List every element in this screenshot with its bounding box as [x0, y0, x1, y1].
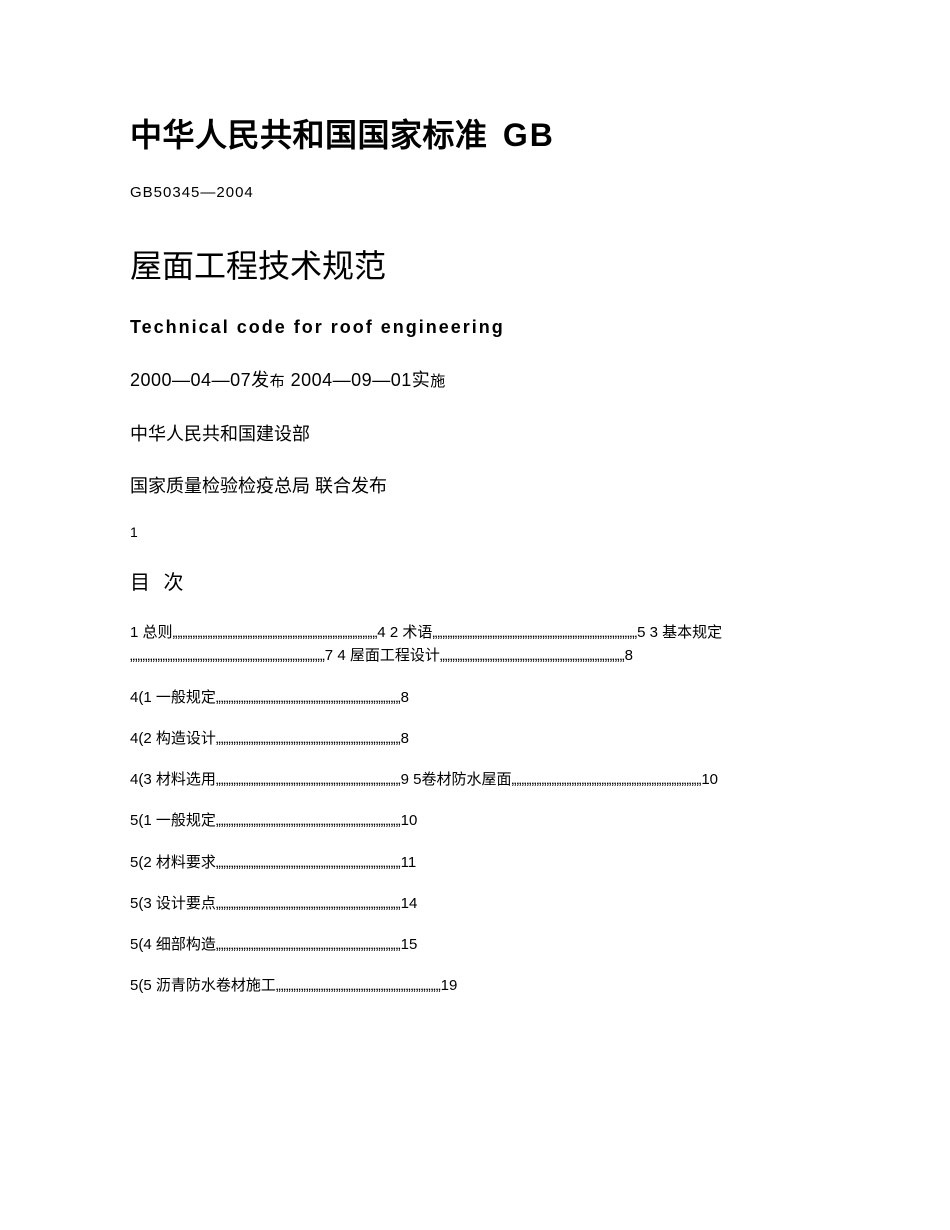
issuer-line-1: 中华人民共和国建设部 [130, 420, 820, 446]
impl-suffix-big: 实 [412, 370, 431, 390]
standard-name-en: Technical code for roof engineering [130, 317, 820, 338]
issue-suffix-small: 布 [270, 373, 286, 390]
toc-body: 1 总则„„„„„„„„„„„„„„„„„„„„„„„„„„„„„„„„„„„„… [130, 621, 820, 998]
toc-block-5: 5(1 一般规定„„„„„„„„„„„„„„„„„„„„„„„„„„„„„„„„… [130, 809, 820, 832]
toc-block-8: 5(4 细部构造„„„„„„„„„„„„„„„„„„„„„„„„„„„„„„„„… [130, 933, 820, 956]
standard-code: GB50345—2004 [130, 184, 820, 201]
toc-block-4: 4(3 材料选用„„„„„„„„„„„„„„„„„„„„„„„„„„„„„„„„… [130, 768, 820, 791]
toc-block-2: 4(1 一般规定„„„„„„„„„„„„„„„„„„„„„„„„„„„„„„„„… [130, 686, 820, 709]
issue-date: 2000—04—07 [130, 370, 251, 390]
toc-block-6: 5(2 材料要求„„„„„„„„„„„„„„„„„„„„„„„„„„„„„„„„… [130, 851, 820, 874]
toc-title: 目 次 [130, 566, 820, 595]
toc-block-3: 4(2 构造设计„„„„„„„„„„„„„„„„„„„„„„„„„„„„„„„„… [130, 727, 820, 750]
dates-line: 2000—04—07发布 2004—09—01实施 [130, 366, 820, 392]
impl-date: 2004—09—01 [291, 370, 412, 390]
title-gb: GB [503, 117, 555, 153]
issuer-line-2: 国家质量检验检疫总局 联合发布 [130, 472, 820, 498]
page-mark: 1 [130, 524, 820, 540]
main-title: 中华人民共和国国家标准 GB [130, 110, 820, 156]
title-cn: 中华人民共和国国家标准 [130, 117, 488, 153]
standard-name-cn: 屋面工程技术规范 [130, 241, 820, 287]
toc-block-9: 5(5 沥青防水卷材施工„„„„„„„„„„„„„„„„„„„„„„„„„„„„… [130, 974, 820, 997]
issue-suffix-big: 发 [251, 370, 270, 390]
toc-block-1: 1 总则„„„„„„„„„„„„„„„„„„„„„„„„„„„„„„„„„„„„… [130, 621, 820, 668]
impl-suffix-small: 施 [430, 373, 446, 390]
toc-block-7: 5(3 设计要点„„„„„„„„„„„„„„„„„„„„„„„„„„„„„„„„… [130, 892, 820, 915]
